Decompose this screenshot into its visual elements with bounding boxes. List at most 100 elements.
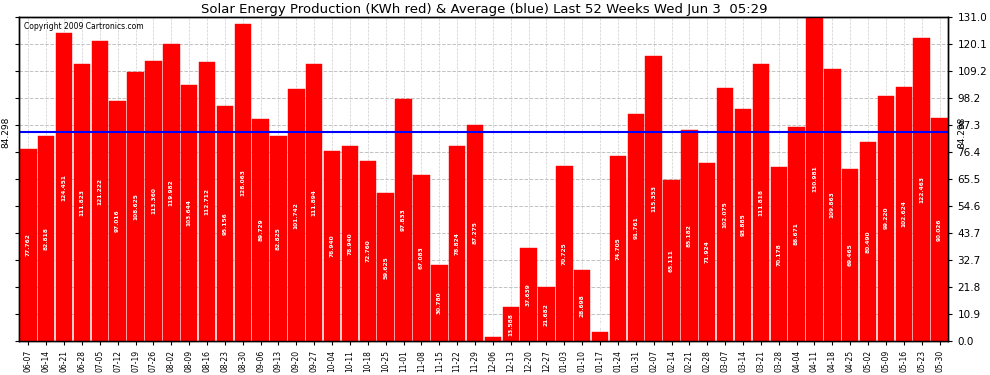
Bar xyxy=(663,180,680,341)
Text: 111.818: 111.818 xyxy=(758,189,763,216)
Text: 99.220: 99.220 xyxy=(883,207,888,230)
Bar xyxy=(503,308,519,341)
Bar xyxy=(92,41,108,341)
Bar xyxy=(20,148,37,341)
Text: 59.625: 59.625 xyxy=(383,256,388,279)
Bar xyxy=(717,88,734,341)
Text: 70.725: 70.725 xyxy=(562,242,567,265)
Bar xyxy=(485,337,501,341)
Bar xyxy=(359,161,376,341)
Bar xyxy=(592,332,608,341)
Text: 109.863: 109.863 xyxy=(830,192,835,219)
Bar xyxy=(842,169,858,341)
Bar xyxy=(824,69,841,341)
Bar xyxy=(467,125,483,341)
Text: 101.742: 101.742 xyxy=(294,202,299,229)
Text: 76.940: 76.940 xyxy=(330,234,335,257)
Bar xyxy=(770,167,787,341)
Text: 69.465: 69.465 xyxy=(847,244,852,266)
Bar xyxy=(38,136,54,341)
Text: 65.111: 65.111 xyxy=(669,249,674,272)
Bar xyxy=(914,38,930,341)
Text: 122.463: 122.463 xyxy=(919,176,924,203)
Text: 111.894: 111.894 xyxy=(312,189,317,216)
Text: Copyright 2009 Cartronics.com: Copyright 2009 Cartronics.com xyxy=(24,22,144,31)
Bar xyxy=(932,118,947,341)
Text: 124.451: 124.451 xyxy=(61,174,66,201)
Bar xyxy=(735,109,751,341)
Text: 3.450: 3.450 xyxy=(598,309,603,327)
Bar xyxy=(556,166,572,341)
Bar xyxy=(342,146,358,341)
Text: 102.624: 102.624 xyxy=(901,201,906,228)
Text: 84.298: 84.298 xyxy=(957,117,966,148)
Bar xyxy=(448,146,465,341)
Bar xyxy=(413,175,430,341)
Bar xyxy=(199,62,215,341)
Text: 1.650: 1.650 xyxy=(490,313,495,332)
Text: 89.729: 89.729 xyxy=(258,219,263,241)
Bar xyxy=(377,194,394,341)
Text: 72.760: 72.760 xyxy=(365,240,370,262)
Text: 103.644: 103.644 xyxy=(187,200,192,226)
Text: 71.924: 71.924 xyxy=(705,241,710,263)
Text: 87.275: 87.275 xyxy=(472,222,477,245)
Text: 74.705: 74.705 xyxy=(616,237,621,260)
Text: 86.671: 86.671 xyxy=(794,222,799,245)
Bar xyxy=(896,87,912,341)
Text: 111.823: 111.823 xyxy=(79,189,84,216)
Bar xyxy=(806,17,823,341)
Text: 78.824: 78.824 xyxy=(454,232,459,255)
Text: 80.490: 80.490 xyxy=(865,230,870,253)
Bar xyxy=(878,96,894,341)
Text: 28.698: 28.698 xyxy=(580,294,585,317)
Text: 128.063: 128.063 xyxy=(241,169,246,196)
Bar xyxy=(628,114,644,341)
Text: 121.222: 121.222 xyxy=(97,177,102,204)
Bar xyxy=(128,72,144,341)
Text: 77.762: 77.762 xyxy=(26,233,31,256)
Text: 93.885: 93.885 xyxy=(741,213,745,236)
Bar xyxy=(55,33,72,341)
Bar xyxy=(252,119,269,341)
Bar xyxy=(539,287,554,341)
Text: 37.639: 37.639 xyxy=(526,283,531,306)
Bar xyxy=(217,106,233,341)
Text: 130.981: 130.981 xyxy=(812,166,817,192)
Bar xyxy=(110,101,126,341)
Text: 21.682: 21.682 xyxy=(544,303,549,326)
Text: 112.712: 112.712 xyxy=(205,188,210,215)
Bar xyxy=(163,44,179,341)
Bar xyxy=(431,265,447,341)
Bar xyxy=(181,85,197,341)
Text: 78.940: 78.940 xyxy=(347,232,352,255)
Text: 82.818: 82.818 xyxy=(44,227,49,250)
Text: 85.182: 85.182 xyxy=(687,224,692,247)
Title: Solar Energy Production (KWh red) & Average (blue) Last 52 Weeks Wed Jun 3  05:2: Solar Energy Production (KWh red) & Aver… xyxy=(201,3,767,16)
Bar xyxy=(574,270,590,341)
Bar xyxy=(235,24,251,341)
Text: 67.083: 67.083 xyxy=(419,247,424,269)
Bar xyxy=(324,151,341,341)
Bar xyxy=(645,56,662,341)
Text: 13.588: 13.588 xyxy=(508,313,513,336)
Bar xyxy=(752,64,769,341)
Bar xyxy=(74,64,90,341)
Text: 108.625: 108.625 xyxy=(133,193,138,220)
Bar xyxy=(146,61,161,341)
Bar xyxy=(681,130,698,341)
Bar xyxy=(788,127,805,341)
Bar xyxy=(699,163,716,341)
Text: 97.016: 97.016 xyxy=(115,210,120,232)
Text: 119.982: 119.982 xyxy=(169,179,174,206)
Text: 113.360: 113.360 xyxy=(150,188,156,214)
Text: 30.780: 30.780 xyxy=(437,292,442,314)
Text: 70.178: 70.178 xyxy=(776,243,781,266)
Bar xyxy=(610,156,626,341)
Text: 95.156: 95.156 xyxy=(223,212,228,235)
Text: 97.833: 97.833 xyxy=(401,209,406,231)
Bar xyxy=(521,248,537,341)
Text: 115.353: 115.353 xyxy=(651,185,656,212)
Bar xyxy=(860,142,876,341)
Text: 102.075: 102.075 xyxy=(723,201,728,228)
